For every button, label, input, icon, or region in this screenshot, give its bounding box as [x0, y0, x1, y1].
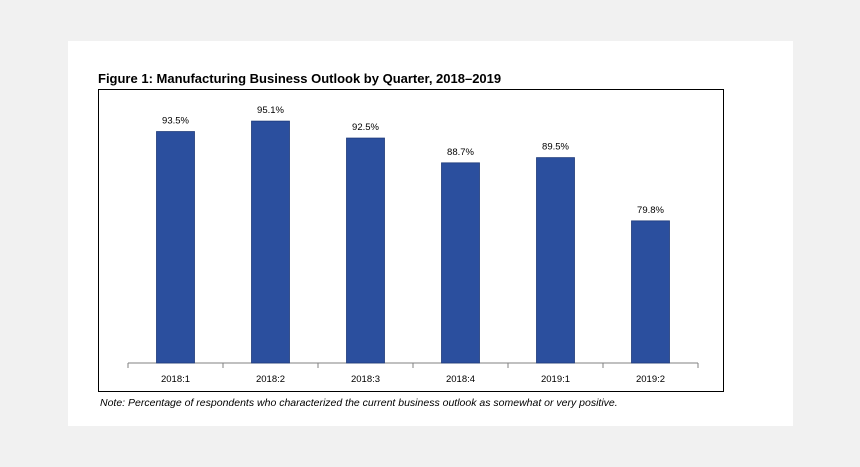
plot-frame	[98, 89, 724, 392]
bar-chart: 93.5% 2018:1 95.1% 2018:2 92.5% 2018:3 88.7% 20…	[127, 105, 699, 385]
bar-2018-q2	[251, 120, 290, 364]
bar-2019-q2	[631, 220, 670, 364]
data-label: 93.5%	[162, 116, 189, 127]
bar-2018-q4	[441, 162, 480, 364]
x-tick-label: 2018:4	[446, 374, 475, 385]
chart-title: Figure 1: Manufacturing Business Outlook…	[98, 71, 502, 86]
data-label: 88.7%	[447, 147, 474, 158]
x-tick-label: 2018:2	[256, 374, 285, 385]
data-label: 92.5%	[352, 122, 379, 133]
x-tick-label: 2018:3	[351, 374, 380, 385]
data-label: 89.5%	[542, 142, 569, 153]
data-label: 79.8%	[637, 205, 664, 216]
bar-2018-q3	[346, 137, 385, 364]
x-tick-label: 2019:1	[541, 374, 570, 385]
bar-2018-q1	[156, 131, 195, 364]
data-label: 95.1%	[257, 105, 284, 116]
x-tick-label: 2019:2	[636, 374, 665, 385]
bar-2019-q1	[536, 157, 575, 364]
chart-note: Note: Percentage of respondents who char…	[100, 397, 618, 409]
x-tick-label: 2018:1	[161, 374, 190, 385]
